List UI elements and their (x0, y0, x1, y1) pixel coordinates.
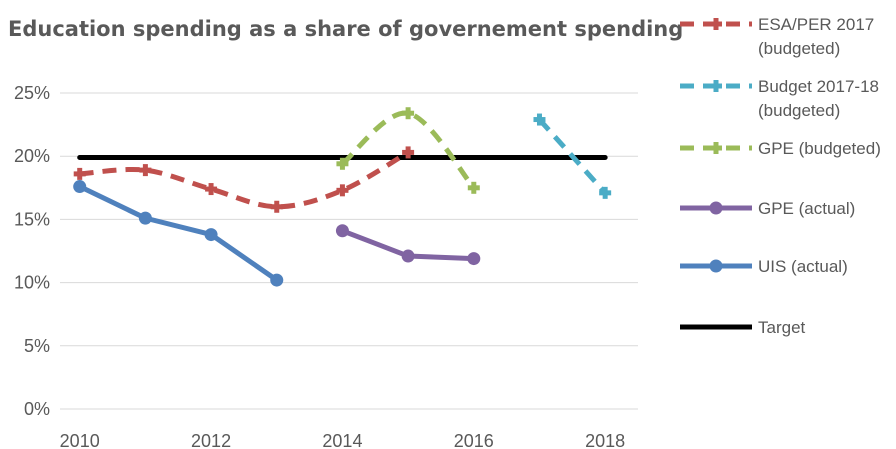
series-line-gpe-budgeted (340, 110, 476, 190)
data-point-budget-2017-18-budgeted (599, 186, 612, 199)
legend-label: Target (758, 318, 806, 337)
y-axis: 0% 5% 10% 15% 20% 25% (14, 83, 50, 419)
legend-label: ESA/PER 2017 (758, 15, 874, 34)
legend-label: UIS (actual) (758, 257, 848, 276)
legend-label: (budgeted) (758, 39, 840, 58)
data-point-gpe-budgeted (402, 107, 415, 120)
legend-entry-gpe-actual: GPE (actual) (680, 199, 855, 218)
data-point-uis-actual (73, 180, 87, 194)
legend-entry-target: Target (680, 318, 806, 337)
legend-entry-gpe-budgeted: GPE (budgeted) (680, 139, 881, 158)
series-esa-per-2017-budgeted (73, 146, 415, 213)
legend-entry-uis-actual: UIS (actual) (680, 257, 848, 276)
legend-entry-esa-per-2017-budgeted: ESA/PER 2017 (budgeted) (680, 15, 874, 58)
data-point-uis-actual (138, 211, 152, 225)
y-tick-label: 10% (14, 273, 50, 293)
data-point-esa-per-2017-budgeted (336, 184, 349, 197)
x-tick-label: 2014 (322, 431, 362, 449)
series-gpe-budgeted (336, 107, 480, 194)
gridlines (60, 92, 638, 410)
data-point-gpe-actual (335, 224, 349, 238)
legend-label: Budget 2017-18 (758, 77, 879, 96)
x-tick-label: 2010 (60, 431, 100, 449)
legend-label: GPE (actual) (758, 199, 855, 218)
y-tick-label: 15% (14, 209, 50, 229)
y-tick-label: 20% (14, 146, 50, 166)
data-point-gpe-actual (401, 249, 415, 263)
series-line-uis-actual (77, 184, 280, 283)
legend: ESA/PER 2017 (budgeted) Budget 2017-18 (bud… (680, 15, 881, 337)
x-axis: 2010 2012 2014 2016 2018 (60, 431, 626, 449)
legend-marker (709, 201, 723, 215)
y-tick-label: 0% (24, 399, 50, 419)
legend-marker (710, 18, 722, 30)
series-gpe-actual (335, 224, 481, 266)
data-point-esa-per-2017-budgeted (139, 164, 152, 177)
legend-marker (710, 142, 722, 154)
data-point-esa-per-2017-budgeted (73, 167, 86, 180)
series-line-budget-2017-18-budgeted (537, 117, 608, 195)
legend-label: (budgeted) (758, 101, 840, 120)
chart-title: Education spending as a share of governe… (8, 17, 683, 41)
data-point-uis-actual (270, 273, 284, 287)
data-point-esa-per-2017-budgeted (402, 146, 415, 159)
y-tick-label: 25% (14, 83, 50, 103)
y-tick-label: 5% (24, 336, 50, 356)
data-point-gpe-actual (467, 252, 481, 266)
series-line-esa-per-2017-budgeted (79, 150, 410, 210)
legend-entry-budget-2017-18-budgeted: Budget 2017-18 (budgeted) (680, 77, 879, 120)
data-point-esa-per-2017-budgeted (205, 183, 218, 196)
data-point-esa-per-2017-budgeted (270, 200, 283, 213)
data-point-gpe-budgeted (336, 157, 349, 170)
legend-marker (709, 259, 723, 273)
x-tick-label: 2018 (585, 431, 625, 449)
legend-label: GPE (budgeted) (758, 139, 881, 158)
x-tick-label: 2012 (191, 431, 231, 449)
series-budget-2017-18-budgeted (533, 113, 612, 199)
data-point-budget-2017-18-budgeted (533, 113, 546, 126)
x-tick-label: 2016 (454, 431, 494, 449)
data-point-gpe-budgeted (467, 181, 480, 194)
series-uis-actual (73, 180, 284, 287)
legend-marker (710, 80, 722, 92)
data-point-uis-actual (204, 228, 218, 242)
plot-area (73, 107, 612, 287)
